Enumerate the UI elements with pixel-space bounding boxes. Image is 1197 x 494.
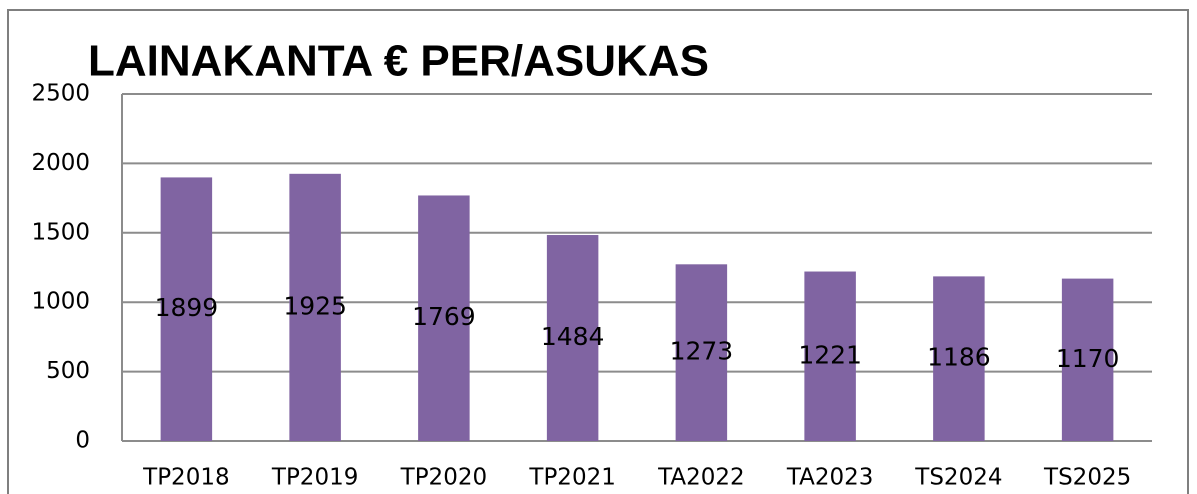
data-label: 1221 — [798, 340, 862, 369]
x-tick-label: TP2018 — [142, 465, 229, 491]
data-label: 1170 — [1056, 344, 1120, 373]
data-label: 1899 — [155, 293, 219, 322]
bar — [289, 173, 341, 441]
x-tick-label: TS2025 — [1043, 465, 1131, 491]
data-label: 1273 — [670, 337, 734, 366]
chart-title: LAINAKANTA € PER/ASUKAS — [88, 37, 709, 86]
bar — [933, 276, 985, 441]
y-tick-label: 1500 — [31, 219, 90, 245]
data-label: 1769 — [412, 302, 476, 331]
bar — [1061, 278, 1114, 441]
y-tick-label: 2000 — [31, 150, 90, 176]
y-tick-label: 1000 — [31, 289, 90, 315]
x-tick-label: TA2022 — [657, 465, 745, 491]
x-tick-label: TA2023 — [786, 465, 874, 491]
y-tick-label: 500 — [46, 358, 90, 384]
bar — [546, 235, 599, 441]
x-tick-label: TP2021 — [528, 465, 615, 491]
bar — [418, 195, 470, 441]
data-label: 1186 — [927, 343, 991, 372]
bar — [160, 177, 213, 441]
bar — [675, 264, 728, 441]
data-label: 1925 — [283, 291, 347, 320]
x-tick-label: TP2020 — [400, 465, 487, 491]
y-tick-label: 0 — [75, 428, 90, 454]
bar — [804, 271, 856, 441]
x-tick-label: TP2019 — [271, 465, 358, 491]
y-tick-label: 2500 — [31, 81, 90, 107]
x-tick-label: TS2024 — [914, 465, 1002, 491]
data-label: 1484 — [541, 322, 605, 351]
